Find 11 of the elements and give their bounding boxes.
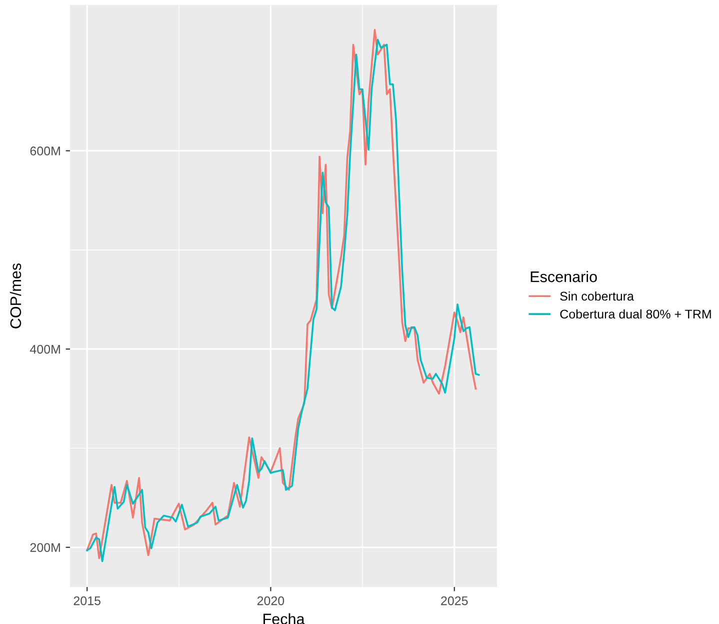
legend-title: Escenario [530,270,597,282]
y-axis-title: COP/mes [10,263,22,328]
x-tick-label: 2025 [441,596,468,606]
y-tick-label: 600M [30,146,60,156]
y-tick-label: 200M [30,543,60,552]
x-tick-label: 2020 [257,596,284,606]
x-axis-title: Fecha [264,613,305,624]
legend-label: Sin cobertura [560,291,634,301]
legend-label: Cobertura dual 80% + TRM [560,309,711,319]
x-tick-label: 2015 [74,596,100,606]
y-tick-label: 400M [30,344,60,354]
